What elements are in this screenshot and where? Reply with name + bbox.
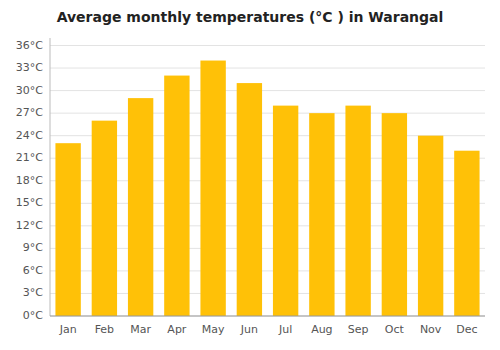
title: Average monthly temperatures (°C ) in Wa… xyxy=(57,9,444,25)
y-tick-label: 9°C xyxy=(23,241,43,254)
grid-line xyxy=(50,113,485,114)
y-tick-label: 27°C xyxy=(16,106,43,119)
bar xyxy=(55,143,80,316)
y-tick-label: 33°C xyxy=(16,61,43,74)
bar xyxy=(382,113,407,316)
x-axis-line xyxy=(50,316,485,317)
y-tick-label: 18°C xyxy=(16,174,43,187)
y-axis-line xyxy=(50,38,51,316)
y-tick-label: 12°C xyxy=(16,219,43,232)
y-tick-label: 36°C xyxy=(16,39,43,52)
bars xyxy=(55,61,479,316)
x-tick-label: Aug xyxy=(311,323,332,336)
bar xyxy=(92,121,117,316)
x-tick-label: Mar xyxy=(130,323,151,336)
grid-line xyxy=(50,45,485,46)
grid-line xyxy=(50,316,485,317)
x-tick-label: Jul xyxy=(278,323,292,336)
bar xyxy=(345,106,370,316)
y-tick-labels: 0°C 3°C 6°C 9°C 12°C 15°C 18°C 21°C 24°C 27°C 30°C… xyxy=(16,39,43,322)
bar xyxy=(200,61,225,316)
bar xyxy=(418,136,443,316)
bar xyxy=(273,106,298,316)
y-tick-label: 30°C xyxy=(16,84,43,97)
y-tick-label: 0°C xyxy=(23,309,43,322)
bar xyxy=(237,83,262,316)
chart: 0°C 3°C 6°C 9°C 12°C 15°C 18°C 21°C 24°C 27°C 30°C… xyxy=(0,0,500,350)
bar xyxy=(309,113,334,316)
x-tick-label: Feb xyxy=(95,323,114,336)
y-tick-label: 24°C xyxy=(16,129,43,142)
y-tick-label: 3°C xyxy=(23,286,43,299)
x-tick-label: Jan xyxy=(59,323,77,336)
grid-line xyxy=(50,68,485,69)
x-tick-label: Oct xyxy=(385,323,405,336)
bar xyxy=(164,76,189,316)
y-tick-label: 15°C xyxy=(16,196,43,209)
y-tick-label: 6°C xyxy=(23,264,43,277)
grid-line xyxy=(50,90,485,91)
bar xyxy=(454,151,479,316)
x-tick-label: Jun xyxy=(240,323,258,336)
x-tick-label: Nov xyxy=(420,323,442,336)
x-tick-label: Dec xyxy=(456,323,477,336)
x-tick-labels: Jan Feb Mar Apr May Jun Jul Aug Sep Oct Nov Dec xyxy=(59,323,478,336)
y-grid xyxy=(50,46,485,316)
x-tick-label: Apr xyxy=(167,323,187,336)
x-tick-label: May xyxy=(202,323,225,336)
bar xyxy=(128,98,153,316)
y-tick-label: 21°C xyxy=(16,151,43,164)
x-tick-label: Sep xyxy=(348,323,369,336)
